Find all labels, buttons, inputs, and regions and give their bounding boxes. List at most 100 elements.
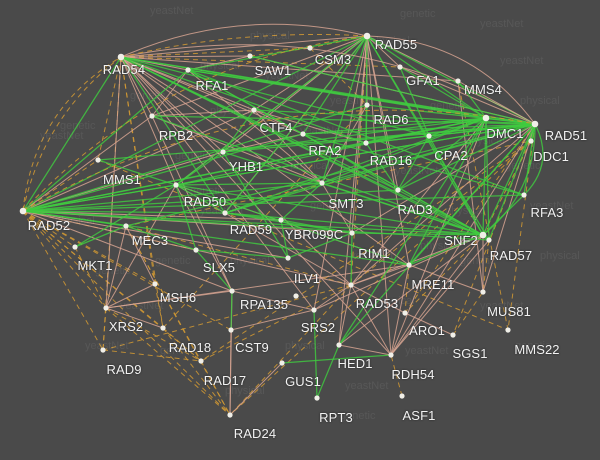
graph-edge[interactable]	[313, 284, 352, 311]
graph-edge[interactable]	[102, 349, 202, 362]
graph-edge[interactable]	[302, 123, 536, 135]
graph-edge[interactable]	[175, 184, 410, 266]
graph-edge[interactable]	[22, 159, 99, 212]
graph-edge[interactable]	[302, 133, 399, 191]
graph-edge[interactable]	[200, 284, 352, 362]
graph-edge[interactable]	[22, 182, 323, 212]
graph-edge[interactable]	[22, 210, 107, 309]
graph-edge[interactable]	[397, 123, 536, 191]
graph-edge[interactable]	[351, 123, 536, 234]
graph-edge[interactable]	[281, 354, 392, 364]
graph-edge[interactable]	[321, 182, 353, 234]
graph-node[interactable]	[117, 53, 125, 61]
graph-edge[interactable]	[22, 210, 352, 286]
graph-node[interactable]	[349, 230, 355, 236]
graph-edge[interactable]	[74, 225, 127, 248]
graph-node[interactable]	[100, 347, 106, 353]
graph-edge[interactable]	[97, 159, 509, 331]
graph-edge[interactable]	[175, 184, 484, 236]
graph-edge[interactable]	[187, 69, 304, 135]
graph-edge[interactable]	[74, 246, 107, 309]
graph-edge[interactable]	[313, 234, 484, 311]
graph-edge[interactable]	[338, 344, 392, 356]
graph-node[interactable]	[279, 360, 285, 366]
graph-node[interactable]	[399, 393, 405, 399]
graph-edge[interactable]	[74, 184, 177, 248]
graph-edge[interactable]	[120, 47, 311, 58]
graph-node[interactable]	[531, 120, 539, 128]
graph-edge[interactable]	[125, 225, 202, 362]
graph-edge[interactable]	[366, 35, 487, 119]
graph-edge[interactable]	[390, 239, 490, 356]
graph-edge[interactable]	[22, 210, 226, 214]
graph-edge[interactable]	[22, 56, 122, 212]
graph-node[interactable]	[363, 140, 369, 146]
graph-edge[interactable]	[125, 140, 532, 227]
graph-edge[interactable]	[338, 117, 487, 346]
graph-edge[interactable]	[397, 135, 430, 191]
graph-node[interactable]	[528, 138, 534, 144]
graph-edge[interactable]	[338, 123, 536, 346]
graph-node[interactable]	[402, 310, 408, 316]
graph-edge[interactable]	[22, 56, 122, 212]
graph-edge[interactable]	[224, 182, 323, 214]
graph-node[interactable]	[247, 53, 253, 59]
graph-edge[interactable]	[151, 115, 233, 292]
graph-edge[interactable]	[253, 35, 368, 111]
graph-node[interactable]	[482, 114, 490, 122]
graph-node[interactable]	[227, 412, 233, 418]
graph-edge[interactable]	[249, 55, 536, 125]
graph-edge[interactable]	[287, 232, 353, 259]
graph-node[interactable]	[363, 32, 371, 40]
graph-edge[interactable]	[366, 104, 536, 125]
graph-edge[interactable]	[151, 69, 189, 117]
graph-edge[interactable]	[366, 35, 536, 125]
graph-edge[interactable]	[22, 109, 255, 212]
graph-node[interactable]	[406, 262, 412, 268]
graph-edge[interactable]	[105, 225, 127, 309]
graph-edge[interactable]	[22, 210, 127, 227]
graph-edge[interactable]	[280, 182, 323, 221]
graph-edge[interactable]	[22, 210, 484, 236]
graph-edge[interactable]	[350, 123, 536, 286]
graph-edge[interactable]	[120, 56, 323, 184]
graph-edge[interactable]	[125, 225, 156, 285]
graph-edge[interactable]	[316, 344, 340, 399]
graph-edge[interactable]	[229, 140, 532, 416]
graph-node[interactable]	[307, 45, 313, 51]
graph-edge[interactable]	[457, 80, 487, 119]
graph-edge[interactable]	[350, 35, 368, 286]
graph-node[interactable]	[103, 305, 109, 311]
graph-node[interactable]	[193, 247, 199, 253]
graph-edge[interactable]	[22, 210, 490, 241]
graph-edge[interactable]	[482, 239, 490, 293]
graph-edge[interactable]	[222, 117, 487, 153]
graph-edge[interactable]	[399, 66, 430, 137]
graph-edge[interactable]	[22, 184, 177, 212]
graph-edge[interactable]	[365, 135, 430, 144]
graph-edge[interactable]	[482, 123, 536, 236]
graph-node[interactable]	[480, 289, 486, 295]
graph-edge[interactable]	[408, 117, 487, 266]
graph-edge[interactable]	[230, 290, 233, 331]
graph-edge[interactable]	[22, 210, 289, 259]
graph-node[interactable]	[95, 157, 101, 163]
graph-edge[interactable]	[105, 184, 177, 309]
graph-edge[interactable]	[151, 35, 368, 117]
graph-node[interactable]	[395, 187, 401, 193]
graph-edge[interactable]	[187, 69, 487, 119]
graph-edge[interactable]	[321, 35, 368, 184]
graph-node[interactable]	[228, 327, 234, 333]
graph-node[interactable]	[123, 223, 129, 229]
graph-edge[interactable]	[302, 133, 525, 196]
graph-edge[interactable]	[399, 66, 536, 125]
graph-edge[interactable]	[105, 307, 164, 329]
graph-edge[interactable]	[105, 290, 233, 309]
graph-edge[interactable]	[390, 354, 403, 397]
graph-edge[interactable]	[120, 56, 255, 111]
graph-edge[interactable]	[280, 219, 289, 259]
graph-edge[interactable]	[187, 35, 368, 71]
graph-edge[interactable]	[120, 35, 368, 58]
graph-node[interactable]	[173, 182, 179, 188]
